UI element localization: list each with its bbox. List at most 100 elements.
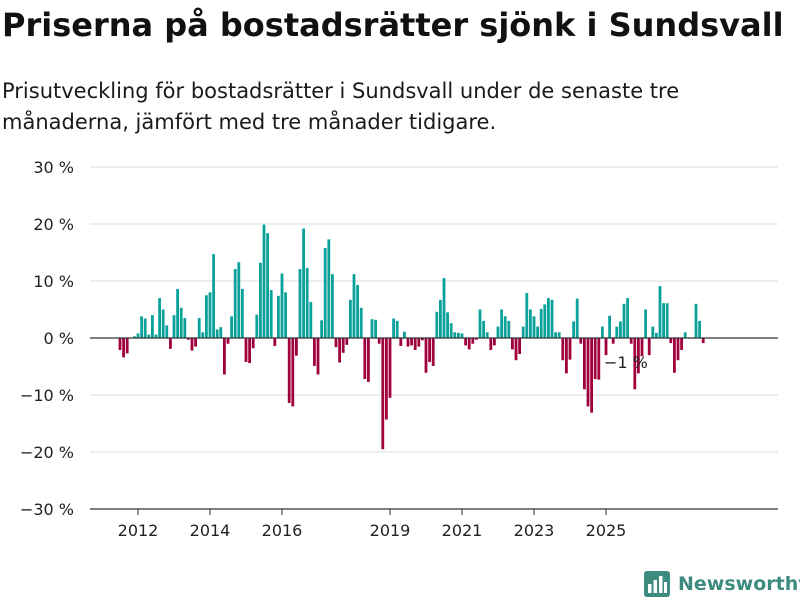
bar xyxy=(640,338,644,357)
bar xyxy=(424,338,428,373)
bar xyxy=(568,338,572,360)
bar xyxy=(633,338,637,390)
bar xyxy=(295,338,298,356)
bar xyxy=(154,334,158,338)
bar xyxy=(298,269,302,338)
bar xyxy=(457,332,460,338)
x-tick-label: 2014 xyxy=(190,521,231,540)
bar xyxy=(493,338,496,346)
bar xyxy=(644,309,647,338)
x-tick-label: 2012 xyxy=(118,521,159,540)
bar xyxy=(165,325,169,338)
bar xyxy=(305,267,309,338)
bar xyxy=(446,312,449,338)
bar xyxy=(233,269,237,338)
chart-subtitle: Prisutveckling för bostadsrätter i Sunds… xyxy=(2,79,680,134)
bar xyxy=(151,315,154,338)
bar xyxy=(536,326,539,338)
y-tick-label: 20 % xyxy=(33,215,74,234)
bar xyxy=(554,332,557,338)
y-tick-label: −10 % xyxy=(20,386,74,405)
bar xyxy=(345,338,349,345)
bar xyxy=(280,273,284,338)
x-tick-label: 2023 xyxy=(514,521,555,540)
bar xyxy=(449,323,453,338)
bar xyxy=(655,332,658,338)
bar xyxy=(176,288,179,338)
bar xyxy=(377,338,381,344)
bar xyxy=(500,309,503,338)
bar xyxy=(223,338,226,375)
bar xyxy=(629,338,633,344)
last-value-annotation: −1 % xyxy=(604,353,648,372)
bar xyxy=(435,311,439,338)
bar xyxy=(370,319,374,338)
y-tick-label: 30 % xyxy=(33,158,74,177)
bar xyxy=(205,295,208,338)
bar xyxy=(593,338,597,380)
bar xyxy=(266,233,269,338)
bar xyxy=(226,338,230,344)
bar xyxy=(701,338,705,344)
bar xyxy=(388,338,392,398)
bar xyxy=(230,316,233,338)
bar xyxy=(284,292,287,338)
bar xyxy=(619,321,622,338)
bar xyxy=(219,327,223,338)
bar xyxy=(331,274,334,338)
x-tick-label: 2025 xyxy=(586,521,627,540)
bar xyxy=(287,338,291,403)
bar xyxy=(550,299,554,338)
bar xyxy=(374,319,377,338)
bar xyxy=(532,316,536,338)
gridlines xyxy=(90,166,778,453)
bar xyxy=(658,286,662,338)
y-tick-label: −30 % xyxy=(20,500,74,519)
bar xyxy=(316,338,320,375)
bar xyxy=(395,320,399,338)
bar xyxy=(161,309,165,338)
bar xyxy=(698,320,701,338)
bar xyxy=(183,318,187,338)
bar xyxy=(291,338,295,407)
bar xyxy=(147,334,151,338)
bar xyxy=(327,239,331,338)
bar xyxy=(428,338,431,362)
bar xyxy=(273,338,277,346)
bar xyxy=(680,338,683,350)
bar xyxy=(575,298,579,338)
bar xyxy=(367,338,370,382)
bar xyxy=(683,332,687,338)
bar xyxy=(241,288,244,338)
bar xyxy=(302,228,305,338)
bar xyxy=(334,338,338,348)
y-axis-labels: 30 % 20 % 10 % 0 % −10 % −20 % −30 % xyxy=(20,158,74,519)
bar xyxy=(309,302,313,338)
bar xyxy=(525,292,529,338)
bar xyxy=(352,274,356,338)
bar xyxy=(190,338,194,351)
bar xyxy=(442,278,446,338)
newsworthy-brand: Newsworthy xyxy=(644,570,800,598)
bar xyxy=(338,338,341,363)
bar xyxy=(590,338,593,413)
bars xyxy=(118,224,705,450)
x-tick-label: 2021 xyxy=(442,521,483,540)
bar xyxy=(381,338,385,450)
bar xyxy=(647,338,651,356)
bar xyxy=(399,338,403,346)
bar xyxy=(572,321,575,338)
bar xyxy=(136,333,140,338)
bar xyxy=(341,338,345,353)
bar xyxy=(673,338,676,373)
bar xyxy=(586,338,590,407)
bar xyxy=(356,284,359,338)
bar xyxy=(496,326,500,338)
bar xyxy=(460,333,464,338)
bar xyxy=(417,338,421,347)
bar xyxy=(529,309,532,338)
bar xyxy=(197,318,201,338)
bar xyxy=(665,303,669,338)
y-tick-label: 0 % xyxy=(44,329,74,348)
bar xyxy=(604,338,608,356)
